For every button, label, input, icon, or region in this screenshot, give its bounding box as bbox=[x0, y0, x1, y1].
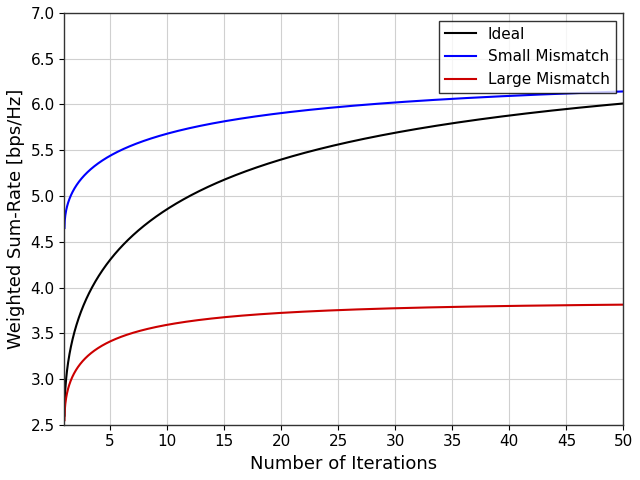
Small Mismatch bbox=[317, 106, 325, 111]
Small Mismatch bbox=[603, 89, 611, 95]
Ideal bbox=[89, 283, 97, 288]
Large Mismatch bbox=[604, 302, 611, 308]
Ideal bbox=[61, 413, 68, 419]
Ideal bbox=[603, 102, 611, 108]
Small Mismatch bbox=[61, 225, 68, 231]
Small Mismatch bbox=[89, 165, 97, 170]
Small Mismatch bbox=[500, 93, 508, 99]
Ideal bbox=[332, 142, 340, 148]
Ideal bbox=[604, 102, 611, 108]
Line: Large Mismatch: Large Mismatch bbox=[65, 305, 623, 420]
Line: Small Mismatch: Small Mismatch bbox=[65, 92, 623, 228]
Ideal bbox=[317, 145, 325, 151]
Large Mismatch bbox=[603, 302, 611, 308]
Ideal bbox=[500, 113, 508, 119]
Legend: Ideal, Small Mismatch, Large Mismatch: Ideal, Small Mismatch, Large Mismatch bbox=[439, 21, 616, 93]
Large Mismatch bbox=[500, 303, 508, 309]
Large Mismatch bbox=[89, 349, 97, 355]
Y-axis label: Weighted Sum-Rate [bps/Hz]: Weighted Sum-Rate [bps/Hz] bbox=[7, 89, 25, 349]
Ideal bbox=[620, 101, 627, 107]
Large Mismatch bbox=[332, 307, 340, 313]
Large Mismatch bbox=[620, 302, 627, 308]
Large Mismatch bbox=[61, 417, 68, 423]
Small Mismatch bbox=[332, 104, 340, 110]
Small Mismatch bbox=[620, 89, 627, 95]
Large Mismatch bbox=[317, 308, 325, 314]
Line: Ideal: Ideal bbox=[65, 104, 623, 416]
X-axis label: Number of Iterations: Number of Iterations bbox=[250, 455, 438, 473]
Small Mismatch bbox=[604, 89, 611, 95]
